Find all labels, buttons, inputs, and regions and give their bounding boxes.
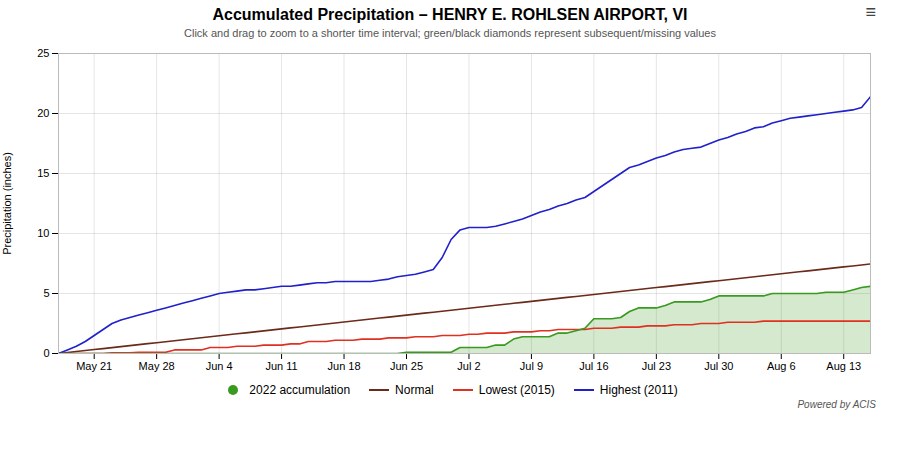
svg-text:Jul 16: Jul 16 [579, 360, 608, 372]
svg-text:15: 15 [37, 167, 49, 179]
svg-text:Aug 6: Aug 6 [767, 360, 796, 372]
svg-text:5: 5 [43, 287, 49, 299]
svg-text:Jun 11: Jun 11 [265, 360, 297, 372]
svg-text:10: 10 [37, 227, 49, 239]
svg-text:May 21: May 21 [76, 360, 112, 372]
svg-text:Jul 9: Jul 9 [520, 360, 543, 372]
svg-text:Jun 25: Jun 25 [390, 360, 423, 372]
html-text:Accumulated Precipitation – HE: Accumulated Precipitation – HENRY E. ROH… [212, 6, 688, 23]
svg-text:20: 20 [37, 107, 49, 119]
svg-text:Aug 13: Aug 13 [826, 360, 861, 372]
html-text:2022 accumulation: 2022 accumulation [249, 383, 351, 397]
svg-text:0: 0 [43, 347, 49, 359]
html-text:Powered by ACIS: Powered by ACIS [797, 399, 876, 410]
html-text:Click and drag to zoom to a sh: Click and drag to zoom to a shorter time… [184, 27, 716, 39]
svg-text:Jul 23: Jul 23 [642, 360, 671, 372]
svg-text:Jun 4: Jun 4 [206, 360, 233, 372]
svg-text:Jul 2: Jul 2 [457, 360, 480, 372]
html-text:Normal: Normal [395, 383, 434, 397]
svg-text:25: 25 [37, 47, 49, 59]
html-text:Lowest (2015): Lowest (2015) [478, 383, 555, 397]
svg-text:May 28: May 28 [139, 360, 175, 372]
html-text:Highest (2011): Highest (2011) [599, 383, 678, 397]
svg-text:Precipitation (inches): Precipitation (inches) [1, 152, 13, 255]
svg-text:Jul 30: Jul 30 [704, 360, 733, 372]
svg-text:Jun 18: Jun 18 [328, 360, 361, 372]
